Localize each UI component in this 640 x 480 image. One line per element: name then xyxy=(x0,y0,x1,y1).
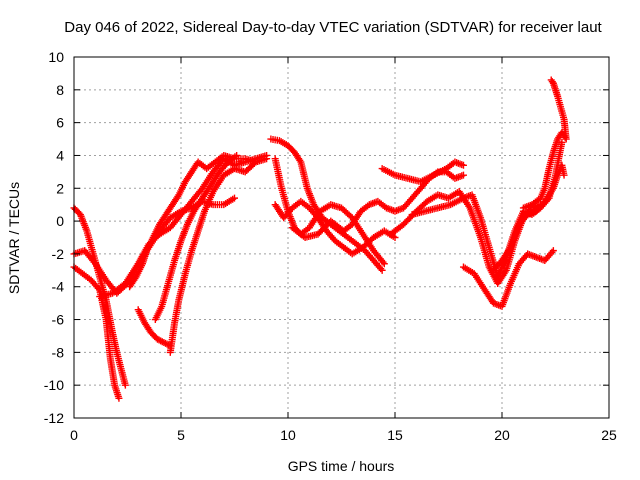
data-point xyxy=(547,76,555,84)
x-tick-label: 0 xyxy=(70,427,78,443)
x-axis-label: GPS time / hours xyxy=(288,458,395,474)
data-point xyxy=(231,194,238,202)
y-tick-label: 8 xyxy=(56,82,64,98)
y-tick-label: 4 xyxy=(56,147,64,163)
series-sat-g xyxy=(166,158,260,356)
series-sat-h xyxy=(126,151,271,291)
series-sat-k xyxy=(271,197,399,258)
y-tick-label: -10 xyxy=(44,377,64,393)
series-sat-q xyxy=(489,161,568,274)
data-point xyxy=(459,161,467,169)
x-tick-label: 15 xyxy=(387,427,403,443)
data-point xyxy=(380,260,388,268)
series-sat-f xyxy=(134,306,174,350)
y-tick-label: -12 xyxy=(44,410,64,426)
series-sat-m xyxy=(378,158,467,186)
y-tick-label: -6 xyxy=(52,312,65,328)
axis-ticks xyxy=(73,56,610,419)
data-point xyxy=(378,266,386,274)
x-tick-label: 10 xyxy=(280,427,296,443)
data-point xyxy=(115,394,123,402)
x-tick-label: 5 xyxy=(177,427,185,443)
data-point xyxy=(459,171,467,179)
x-tick-labels: 0 5 10 15 20 25 xyxy=(70,427,617,443)
x-tick-label: 20 xyxy=(494,427,510,443)
y-tick-label: 2 xyxy=(56,180,64,196)
data-series xyxy=(70,76,570,402)
x-tick-label: 25 xyxy=(601,427,617,443)
y-tick-label: 10 xyxy=(48,49,64,65)
data-point xyxy=(549,247,557,255)
y-tick-label: -4 xyxy=(52,279,65,295)
data-point xyxy=(391,234,399,241)
y-tick-label: 6 xyxy=(56,115,64,131)
data-point xyxy=(263,155,271,163)
y-tick-label: 0 xyxy=(56,213,64,229)
y-tick-labels: -12 -10 -8 -6 -4 -2 0 2 4 6 8 10 xyxy=(44,49,64,426)
chart-title: Day 046 of 2022, Sidereal Day-to-day VTE… xyxy=(64,19,602,36)
y-tick-label: -8 xyxy=(52,344,65,360)
series-sat-p xyxy=(459,247,557,310)
plot-frame xyxy=(73,56,610,419)
y-axis-label: SDTVAR / TECUs xyxy=(6,182,22,294)
y-tick-label: -2 xyxy=(52,246,65,262)
data-point xyxy=(560,171,568,179)
series-sat-b xyxy=(70,263,123,402)
data-point xyxy=(121,381,129,389)
series-sat-r xyxy=(519,76,570,212)
